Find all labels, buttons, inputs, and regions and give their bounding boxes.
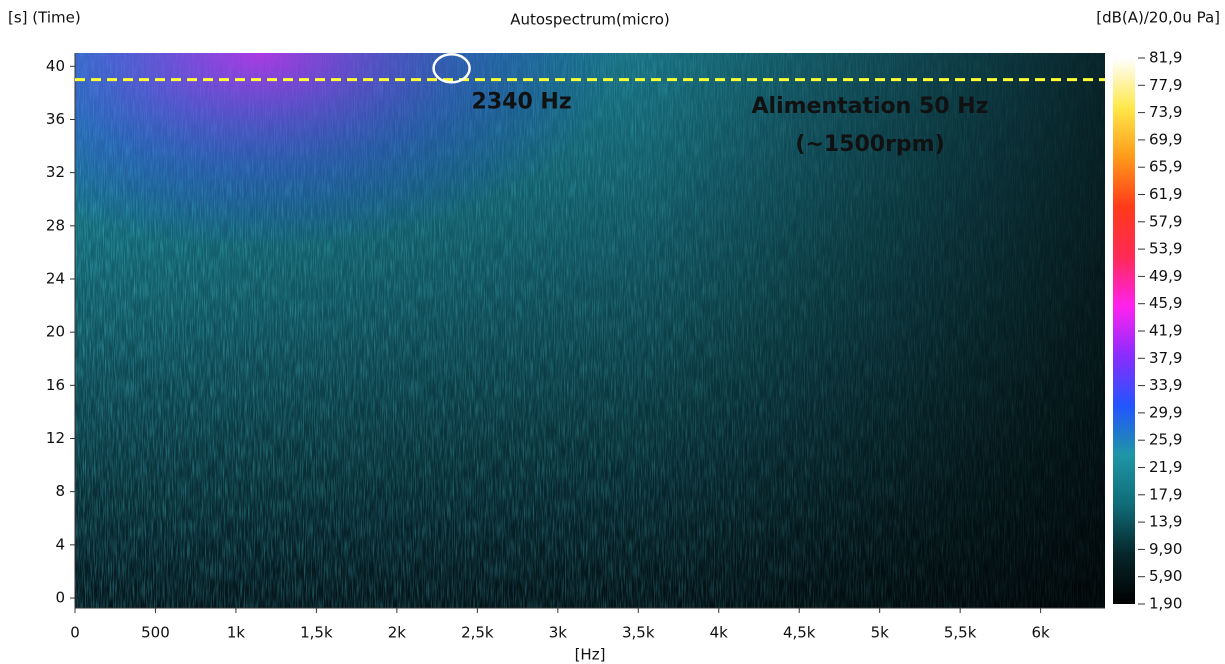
x-tick-label: 2k <box>388 624 407 642</box>
y-tick-label: 32 <box>46 163 65 181</box>
x-tick-label: 3,5k <box>622 624 655 642</box>
spectrogram-image <box>75 53 1105 608</box>
colorbar-tick-label: 13,9 <box>1149 513 1182 531</box>
y-tick-label: 16 <box>46 376 65 394</box>
colorbar-label: [dB(A)/20,0u Pa] <box>1096 9 1220 27</box>
x-tick-label: 5,5k <box>944 624 977 642</box>
colorbar-tick-label: 17,9 <box>1149 485 1182 503</box>
chart-title: Autospectrum(micro) <box>510 11 670 29</box>
colorbar-tick-label: 61,9 <box>1149 185 1182 203</box>
marker-label: 2340 Hz <box>472 89 572 114</box>
y-tick-label: 28 <box>46 216 65 234</box>
colorbar-tick-label: 45,9 <box>1149 294 1182 312</box>
marker-circle <box>432 53 471 84</box>
colorbar-tick-label: 9,90 <box>1149 540 1182 558</box>
x-tick-label: 1k <box>227 624 246 642</box>
colorbar-tick-label: 69,9 <box>1149 130 1182 148</box>
colorbar-tick-label: 49,9 <box>1149 267 1182 285</box>
y-tick-label: 40 <box>46 57 65 75</box>
reference-sublabel: (~1500rpm) <box>795 132 944 157</box>
x-tick-label: 6k <box>1032 624 1051 642</box>
colorbar-tick-label: 29,9 <box>1149 403 1182 421</box>
x-tick-label: 4k <box>710 624 729 642</box>
colorbar-tick-label: 77,9 <box>1149 76 1182 94</box>
y-tick-label: 8 <box>55 482 65 500</box>
colorbar-tick-label: 37,9 <box>1149 349 1182 367</box>
colorbar-tick-label: 41,9 <box>1149 322 1182 340</box>
colorbar-tick-label: 25,9 <box>1149 431 1182 449</box>
reference-label: Alimentation 50 Hz <box>752 94 989 119</box>
y-tick-label: 24 <box>46 269 65 287</box>
colorbar-tick-label: 1,90 <box>1149 595 1182 613</box>
colorbar-tick-label: 81,9 <box>1149 49 1182 67</box>
colorbar <box>1113 58 1135 604</box>
x-tick-label: 4,5k <box>783 624 816 642</box>
colorbar-tick-label: 33,9 <box>1149 376 1182 394</box>
x-tick-label: 5k <box>871 624 890 642</box>
colorbar-tick-label: 65,9 <box>1149 158 1182 176</box>
y-axis-label: [s] (Time) <box>8 9 81 27</box>
x-tick-label: 1,5k <box>300 624 333 642</box>
x-tick-label: 2,5k <box>461 624 494 642</box>
y-tick-label: 20 <box>46 323 65 341</box>
x-tick-label: 3k <box>549 624 568 642</box>
colorbar-tick-label: 73,9 <box>1149 103 1182 121</box>
x-tick-label: 0 <box>70 624 80 642</box>
x-axis-label: [Hz] <box>575 646 606 664</box>
y-tick-label: 0 <box>55 589 65 607</box>
y-tick-label: 4 <box>55 535 65 553</box>
colorbar-tick-label: 5,90 <box>1149 567 1182 585</box>
colorbar-tick-label: 57,9 <box>1149 212 1182 230</box>
y-tick-label: 12 <box>46 429 65 447</box>
y-tick-label: 36 <box>46 110 65 128</box>
colorbar-tick-label: 21,9 <box>1149 458 1182 476</box>
x-tick-label: 500 <box>141 624 170 642</box>
colorbar-tick-label: 53,9 <box>1149 240 1182 258</box>
